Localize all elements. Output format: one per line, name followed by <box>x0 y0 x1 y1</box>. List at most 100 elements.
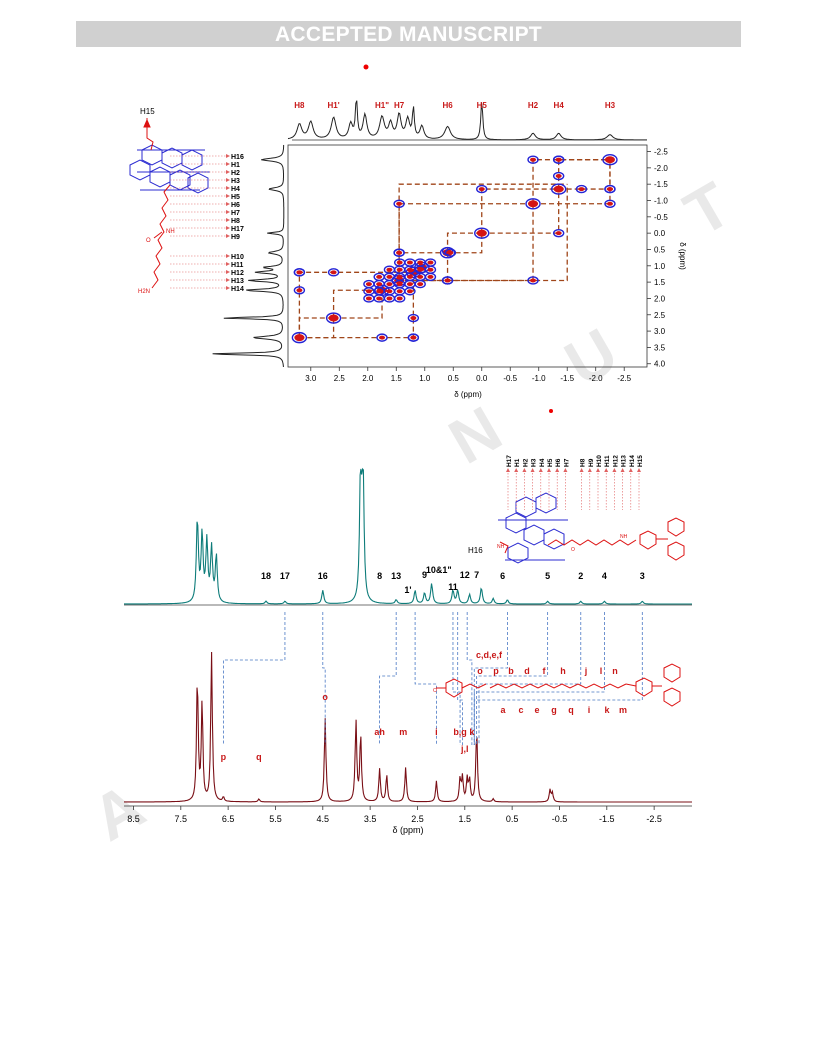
cosy-peak-core <box>386 282 393 287</box>
cosy-correlation-line <box>533 159 611 205</box>
teal-peak-label: 17 <box>280 571 290 581</box>
proton-label: H3 <box>231 178 240 185</box>
cosy-y-tick-label: 3.0 <box>654 327 666 336</box>
cosy-peak-contour <box>325 312 342 324</box>
cosy-peak-core <box>604 156 615 164</box>
cosy-peak-core <box>406 282 413 287</box>
cosy-peak-core <box>530 278 537 283</box>
cosy-x-tick-label: -0.5 <box>503 374 517 383</box>
proton-arrowhead <box>555 468 560 472</box>
proton-label-vertical: H10 <box>596 455 603 467</box>
cosy-peak-core <box>417 260 424 265</box>
cosy-peak-contour <box>407 313 420 323</box>
proton-arrowhead <box>226 162 230 166</box>
correlation-dash <box>476 612 549 745</box>
bottom-x-tick-label: -2.5 <box>646 814 662 824</box>
peak-correlation-dashes <box>222 612 643 745</box>
cosy-peak-core <box>410 316 417 321</box>
cosy-y-tick-label: -2.5 <box>654 148 668 157</box>
proton-label-vertical: H3 <box>531 458 538 467</box>
cosy-x-tick-label: -1.5 <box>560 374 574 383</box>
cosy-correlation-line <box>481 189 560 234</box>
correlation-dash <box>222 612 286 745</box>
cosy-correlation-line <box>299 318 335 339</box>
cosy-peak-core <box>386 274 393 279</box>
cosy-peak-core <box>528 200 539 208</box>
cosy-correlation-line <box>446 232 482 253</box>
cosy-peak-contour <box>525 198 541 210</box>
cosy-peak-core <box>365 289 372 294</box>
bottom-x-tick-label: 1.5 <box>459 814 472 824</box>
cosy-correlation-line <box>399 184 568 282</box>
cosy-peak-contour <box>293 268 306 277</box>
teal-peak-label: 9 <box>422 570 427 580</box>
cosy-peak-core <box>555 157 562 162</box>
teal-spectrum-complex <box>124 467 692 605</box>
cosy-peak-core <box>386 296 393 301</box>
cosy-peak-core <box>296 288 303 293</box>
proton-label: H8 <box>231 218 240 225</box>
proton-label: H7 <box>231 210 240 217</box>
cosy-peak-core <box>406 274 413 279</box>
correlation-dash <box>452 612 461 745</box>
cosy-x-tick-label: -2.0 <box>589 374 603 383</box>
cosy-peak-contour <box>527 276 539 285</box>
cosy-peak-contour <box>407 333 420 342</box>
bottom-x-tick-label: -0.5 <box>552 814 568 824</box>
proton-label-vertical: H13 <box>621 455 628 467</box>
cosy-x-tick-label: 3.0 <box>305 374 317 383</box>
proton-arrowhead <box>563 468 568 472</box>
cosy-top-peak-labels: H8 H1' H1" H7 H6 H5 H2 H4 H3 <box>294 101 615 110</box>
guest-peak-label: o <box>322 692 328 702</box>
proton-arrowhead <box>226 270 230 274</box>
cosy-peak-core <box>396 201 403 206</box>
guest-o-label: O <box>433 688 437 694</box>
proton-label: H17 <box>231 226 244 233</box>
proton-label: H9 <box>231 234 240 241</box>
nh-label: NH <box>166 229 175 235</box>
pillararene-guest-structure-right: O NH NH H16 H17 H1 H2 H3 H4 H5 H6 H7 H8 H9 H10 H11 H… <box>468 455 685 564</box>
cosy-x-tick-label: 2.5 <box>334 374 346 383</box>
cosy-y-tick-label: -2.0 <box>654 164 668 173</box>
guest-chain-label-top: p <box>493 666 499 676</box>
cosy-peak-core <box>376 289 383 294</box>
banner-text: ACCEPTED MANUSCRIPT <box>274 23 543 46</box>
bottom-x-axis: 8.5 7.5 6.5 5.5 4.5 3.5 2.5 1.5 0.5 -0.5 -1.5 -2.5 <box>127 806 662 824</box>
cosy-peak-contour <box>393 248 405 257</box>
cosy-correlation-line <box>447 233 483 254</box>
proton-arrowhead <box>538 468 543 472</box>
cosy-peak-core <box>376 282 383 287</box>
proton-label: H16 <box>231 154 244 161</box>
teal-peak-label: 5 <box>545 571 550 581</box>
cosy-peak-core <box>328 314 339 322</box>
cosy-peak-core <box>396 289 403 294</box>
cosy-peak-core <box>478 187 485 192</box>
proton-arrowhead <box>226 286 230 290</box>
cosy-x-tick-label: -1.0 <box>532 374 546 383</box>
cosy-peak-core <box>417 274 424 279</box>
correlation-dash <box>478 612 582 745</box>
cosy-peak-core <box>294 334 305 342</box>
proton-label-vertical: H15 <box>637 455 644 467</box>
proton-label: H5 <box>231 194 240 201</box>
cosy-correlation-line <box>532 159 610 204</box>
proton-label-vertical: H17 <box>506 455 513 467</box>
proton-label-vertical: H8 <box>580 458 587 467</box>
cosy-peak-core <box>606 187 613 192</box>
cosy-peak-core <box>330 270 337 275</box>
cosy-peak-core <box>379 335 386 340</box>
h16-label: H16 <box>468 546 483 555</box>
guest-chain-label-top: j <box>584 666 588 676</box>
cosy-peak-core <box>530 157 537 162</box>
proton-label: H13 <box>231 278 244 285</box>
teal-peak-label: 11 <box>448 582 458 592</box>
guest-peak-label: j,l <box>460 744 469 754</box>
right-o-label: O <box>571 547 575 553</box>
guest-chain-label-top: l <box>600 666 603 676</box>
cosy-peak-core <box>447 250 454 255</box>
top-projection-spectrum <box>287 100 647 141</box>
dark-red-spectrum-guest <box>124 651 692 803</box>
cosy-peak-core <box>406 260 413 265</box>
cosy-peak-contour <box>441 276 454 285</box>
